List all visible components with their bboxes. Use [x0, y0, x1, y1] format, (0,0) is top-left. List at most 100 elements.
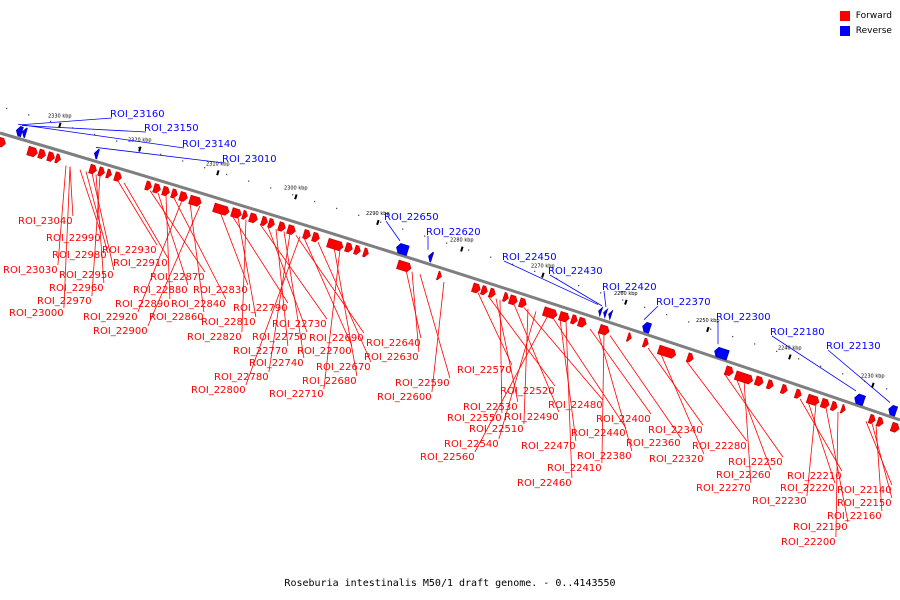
forward-gene[interactable]: [267, 218, 275, 229]
forward-gene-label[interactable]: ROI_22570: [457, 365, 512, 376]
forward-gene[interactable]: [286, 224, 296, 236]
forward-gene-label[interactable]: ROI_23040: [18, 216, 73, 227]
forward-gene[interactable]: [230, 207, 242, 220]
forward-gene-label[interactable]: ROI_22280: [692, 441, 747, 452]
forward-gene-label[interactable]: ROI_22740: [249, 358, 304, 369]
forward-gene-label[interactable]: ROI_22410: [547, 463, 602, 474]
reverse-gene[interactable]: [427, 251, 435, 263]
reverse-gene[interactable]: [93, 148, 100, 160]
forward-gene[interactable]: [302, 229, 311, 240]
forward-gene[interactable]: [353, 244, 361, 255]
reverse-gene[interactable]: [887, 404, 899, 417]
forward-gene-label[interactable]: ROI_22920: [83, 312, 138, 323]
reverse-gene[interactable]: [641, 321, 652, 334]
forward-gene[interactable]: [656, 344, 677, 359]
forward-gene-label[interactable]: ROI_22590: [395, 378, 450, 389]
reverse-gene-label[interactable]: ROI_22370: [656, 297, 711, 308]
forward-gene-label[interactable]: ROI_22700: [297, 346, 352, 357]
forward-gene-label[interactable]: ROI_22640: [366, 338, 421, 349]
forward-gene-label[interactable]: ROI_22270: [696, 483, 751, 494]
reverse-gene-label[interactable]: ROI_22130: [826, 341, 881, 352]
forward-gene[interactable]: [113, 171, 123, 183]
forward-gene[interactable]: [362, 247, 369, 258]
forward-gene[interactable]: [188, 194, 203, 207]
reverse-gene-label[interactable]: ROI_22300: [716, 312, 771, 323]
forward-gene[interactable]: [793, 388, 803, 399]
forward-gene[interactable]: [170, 188, 179, 199]
forward-gene[interactable]: [436, 270, 443, 281]
forward-gene-label[interactable]: ROI_22780: [214, 372, 269, 383]
forward-gene-label[interactable]: ROI_22870: [150, 272, 205, 283]
forward-gene[interactable]: [105, 168, 113, 179]
forward-gene[interactable]: [471, 282, 481, 294]
forward-gene-label[interactable]: ROI_22970: [37, 296, 92, 307]
reverse-gene-label[interactable]: ROI_23010: [222, 154, 277, 165]
forward-gene-label[interactable]: ROI_22250: [728, 457, 783, 468]
forward-gene-label[interactable]: ROI_22260: [716, 470, 771, 481]
forward-gene[interactable]: [144, 180, 153, 191]
forward-gene-label[interactable]: ROI_22230: [752, 496, 807, 507]
forward-gene-label[interactable]: ROI_22150: [837, 498, 892, 509]
forward-gene-label[interactable]: ROI_22520: [500, 386, 555, 397]
forward-gene-label[interactable]: ROI_22980: [52, 250, 107, 261]
forward-gene-label[interactable]: ROI_22440: [571, 428, 626, 439]
forward-gene-label[interactable]: ROI_22360: [626, 438, 681, 449]
forward-gene-label[interactable]: ROI_22510: [469, 424, 524, 435]
reverse-gene[interactable]: [597, 306, 604, 318]
forward-gene-label[interactable]: ROI_22890: [115, 299, 170, 310]
forward-gene[interactable]: [576, 316, 587, 328]
forward-gene-label[interactable]: ROI_22820: [187, 332, 242, 343]
forward-gene-label[interactable]: ROI_22990: [46, 233, 101, 244]
forward-gene-label[interactable]: ROI_22530: [463, 402, 518, 413]
reverse-gene[interactable]: [15, 126, 24, 138]
forward-gene-label[interactable]: ROI_22160: [827, 511, 882, 522]
forward-gene[interactable]: [241, 209, 248, 220]
forward-gene-label[interactable]: ROI_22460: [517, 478, 572, 489]
forward-gene[interactable]: [779, 383, 789, 395]
forward-gene[interactable]: [723, 365, 734, 377]
forward-gene-label[interactable]: ROI_22670: [316, 362, 371, 373]
forward-gene[interactable]: [625, 332, 633, 343]
reverse-gene-label[interactable]: ROI_22420: [602, 282, 657, 293]
forward-gene-label[interactable]: ROI_22810: [201, 317, 256, 328]
forward-gene-label[interactable]: ROI_22560: [420, 452, 475, 463]
reverse-gene[interactable]: [713, 346, 730, 361]
reverse-gene[interactable]: [853, 393, 866, 406]
forward-gene-label[interactable]: ROI_23030: [3, 265, 58, 276]
forward-gene-label[interactable]: ROI_22400: [596, 414, 651, 425]
forward-gene[interactable]: [765, 379, 775, 390]
forward-gene-label[interactable]: ROI_22210: [787, 471, 842, 482]
forward-gene-label[interactable]: ROI_22220: [780, 483, 835, 494]
reverse-gene-label[interactable]: ROI_22450: [502, 252, 557, 263]
forward-gene[interactable]: [502, 292, 510, 302]
forward-gene[interactable]: [541, 306, 558, 320]
forward-gene[interactable]: [508, 294, 518, 306]
forward-gene[interactable]: [875, 416, 885, 427]
reverse-gene[interactable]: [21, 127, 28, 139]
forward-gene[interactable]: [569, 314, 578, 325]
forward-gene[interactable]: [248, 212, 258, 224]
forward-gene-label[interactable]: ROI_22470: [521, 441, 576, 452]
reverse-gene-label[interactable]: ROI_22650: [384, 212, 439, 223]
forward-gene-label[interactable]: ROI_22200: [781, 537, 836, 548]
forward-gene[interactable]: [260, 215, 268, 226]
forward-gene[interactable]: [97, 166, 106, 177]
forward-gene[interactable]: [212, 202, 230, 216]
forward-gene[interactable]: [326, 237, 344, 251]
forward-gene-label[interactable]: ROI_22930: [102, 245, 157, 256]
forward-gene-label[interactable]: ROI_22790: [233, 303, 288, 314]
forward-gene-label[interactable]: ROI_22960: [49, 283, 104, 294]
forward-gene-label[interactable]: ROI_22540: [444, 439, 499, 450]
reverse-gene-label[interactable]: ROI_23150: [144, 123, 199, 134]
forward-gene[interactable]: [480, 285, 488, 296]
reverse-gene-label[interactable]: ROI_23160: [110, 109, 165, 120]
forward-gene-label[interactable]: ROI_22320: [649, 454, 704, 465]
forward-gene[interactable]: [753, 375, 764, 387]
forward-gene-label[interactable]: ROI_22480: [548, 400, 603, 411]
forward-gene-label[interactable]: ROI_22680: [302, 376, 357, 387]
forward-gene[interactable]: [311, 231, 320, 243]
forward-gene[interactable]: [685, 352, 695, 363]
forward-gene[interactable]: [88, 163, 98, 175]
forward-gene-label[interactable]: ROI_22600: [377, 392, 432, 403]
forward-gene[interactable]: [488, 287, 496, 298]
